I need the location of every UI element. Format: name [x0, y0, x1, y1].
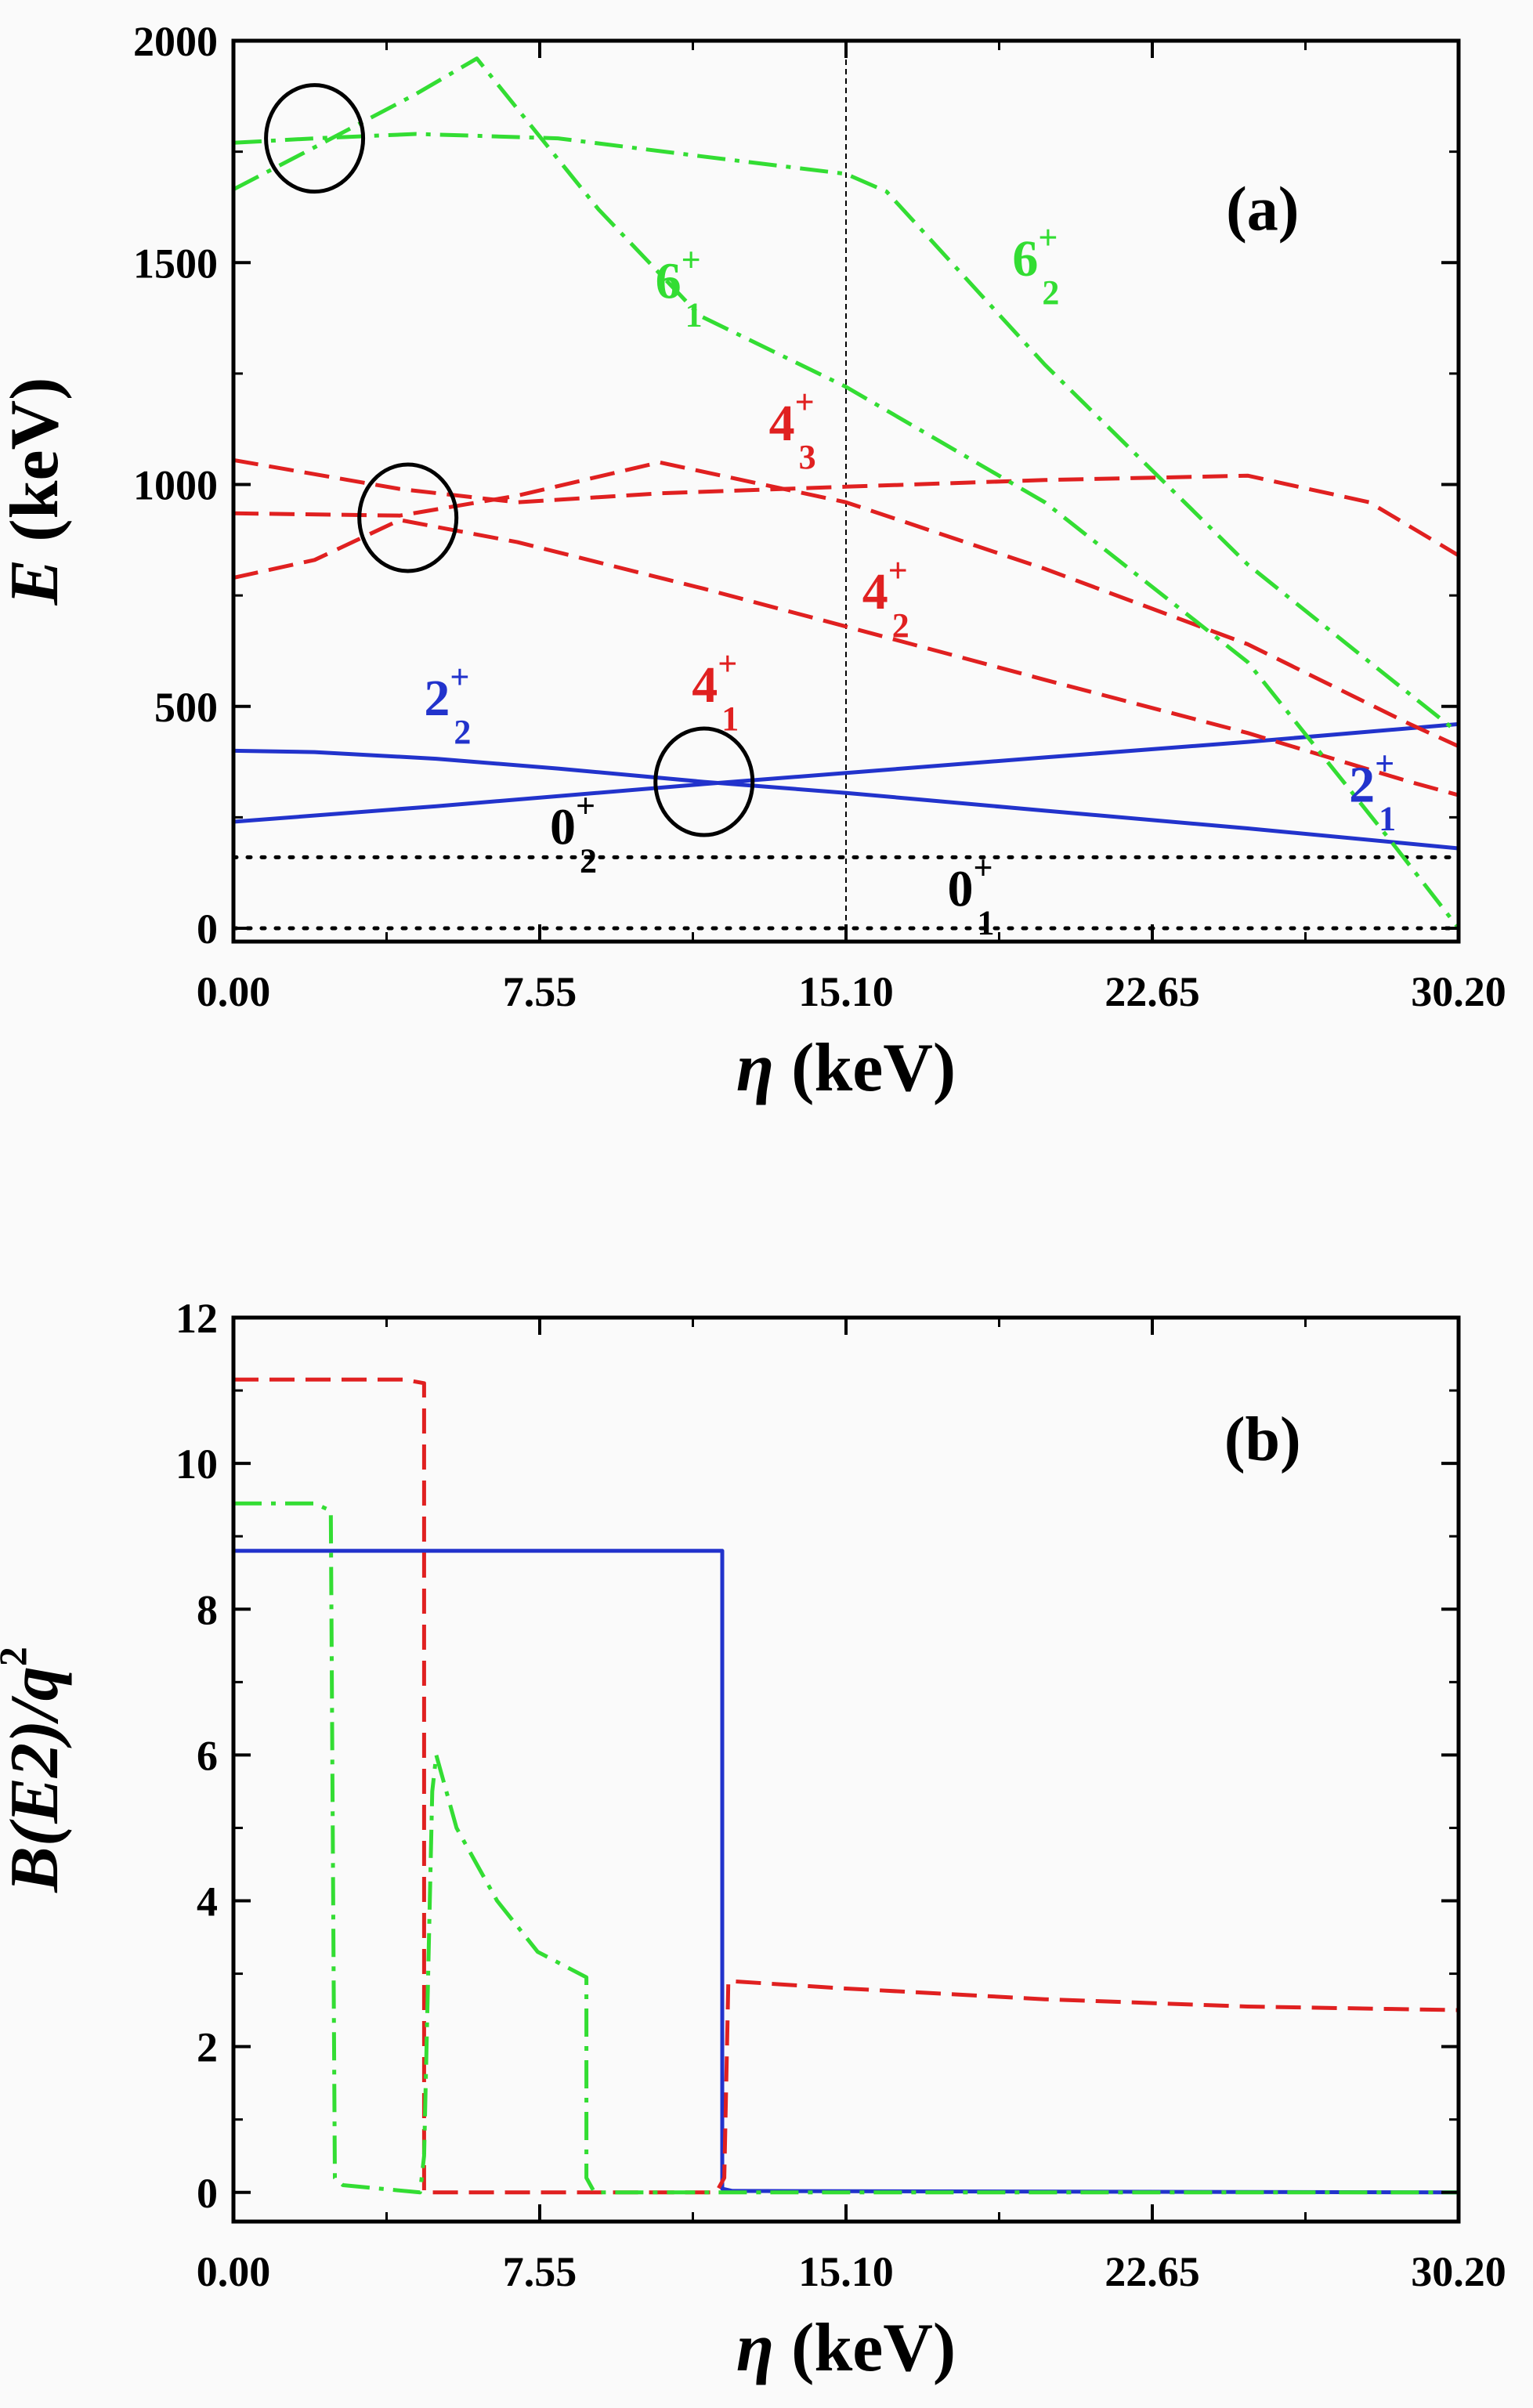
state-label-4-3: 4+ 3: [769, 383, 816, 476]
y-tick-label: 1000: [133, 462, 218, 509]
series-line-blue-solid-3: [233, 721, 1459, 824]
x-tick-label: 30.20: [1411, 968, 1506, 1015]
state-label-4-1: 4+ 1: [692, 645, 739, 738]
y-tick-label: 2000: [133, 18, 218, 65]
state-label-spin: 0: [550, 798, 576, 855]
x-axis-label: η (keV): [736, 2310, 956, 2386]
state-label-2-1: 2+ 1: [1349, 745, 1396, 838]
crossing-circle-2: [653, 726, 755, 837]
x-tick-label: 15.10: [798, 2248, 894, 2295]
y-tick-label: 500: [154, 684, 218, 731]
y-axis-symbol: E: [0, 559, 73, 606]
y-axis-label: E (keV): [0, 378, 73, 606]
crossing-circle-1: [357, 462, 459, 573]
x-axis-symbol: η: [736, 1030, 774, 1106]
x-axis-label: η (keV): [736, 1030, 956, 1106]
x-tick-label: 22.65: [1105, 2248, 1200, 2295]
state-label-spin: 6: [1012, 230, 1038, 287]
state-label-parity: +: [1375, 745, 1394, 783]
state-label-parity: +: [795, 383, 815, 421]
series-line-green-dashdot-8: [233, 132, 1459, 735]
series-line-blue-solid-2: [233, 748, 1459, 851]
y-tick-label: 6: [197, 1732, 218, 1779]
state-label-index: 2: [892, 606, 909, 645]
y-axis-label: B(E2)/q2: [0, 1647, 73, 1893]
state-label-parity: +: [450, 658, 469, 696]
x-tick-label: 30.20: [1411, 2248, 1506, 2295]
plot-area: [233, 1377, 1459, 2195]
state-label-spin: 2: [424, 670, 450, 727]
state-label-6-2: 6+ 2: [1012, 219, 1059, 312]
state-label-parity: +: [888, 551, 908, 590]
plot-area: [233, 41, 1459, 942]
series-line-green-dashdot-7: [233, 56, 1459, 930]
series-line-red-dash-6: [233, 457, 1459, 558]
y-tick-label: 12: [175, 1295, 218, 1342]
y-axis-text: B(E2)/q: [0, 1666, 73, 1893]
state-label-parity: +: [1038, 219, 1058, 257]
state-label-index: 1: [977, 904, 994, 942]
y-tick-label: 0: [197, 906, 218, 953]
series-line-red-dash-5: [233, 460, 1459, 748]
state-label-parity: +: [973, 849, 992, 888]
series-line-red-dash-4: [233, 518, 1459, 797]
state-label-spin: 4: [862, 563, 888, 620]
y-tick-label: 8: [197, 1586, 218, 1633]
state-label-spin: 4: [769, 395, 795, 452]
panel-tag: (b): [1224, 1405, 1301, 1474]
state-label-index: 3: [799, 438, 816, 476]
state-label-0-1: 0+ 1: [947, 849, 994, 942]
y-tick-label: 4: [197, 1878, 218, 1925]
state-label-index: 2: [454, 713, 471, 751]
crossing-circle-0: [264, 83, 366, 194]
y-tick-label: 0: [197, 2170, 218, 2217]
x-tick-label: 7.55: [503, 968, 577, 1015]
state-label-index: 1: [721, 700, 739, 738]
state-label-spin: 0: [947, 861, 973, 918]
state-label-parity: +: [576, 786, 595, 825]
panel-a-energy-spectrum: 0.00 7.55 15.10 22.65 30.20 0 500 1000 1500 2000 η…: [0, 18, 1506, 1106]
state-label-parity: +: [682, 241, 701, 280]
x-tick-label: 15.10: [798, 968, 894, 1015]
x-axis-unit: (keV): [774, 2310, 956, 2386]
y-axis-unit: (keV): [0, 378, 73, 559]
state-label-4-2: 4+ 2: [862, 551, 909, 645]
state-label-6-1: 6+ 1: [656, 241, 703, 334]
state-label-index: 2: [1042, 273, 1059, 312]
y-axis-superscript: 2: [0, 1647, 34, 1666]
state-label-index: 1: [1379, 800, 1396, 838]
series-line-blue-solid-0: [233, 1549, 1459, 2195]
x-tick-label: 0.00: [197, 968, 271, 1015]
state-label-spin: 2: [1349, 757, 1375, 814]
x-axis-symbol: η: [736, 2310, 774, 2386]
y-tick-label: 10: [175, 1441, 218, 1488]
series-line-green-dashdot-2: [233, 1501, 1459, 2195]
state-label-index: 2: [580, 841, 597, 880]
x-tick-label: 7.55: [503, 2248, 577, 2295]
state-label-index: 1: [685, 296, 703, 334]
state-label-spin: 4: [692, 656, 718, 714]
y-tick-label: 2: [197, 2024, 218, 2071]
state-label-spin: 6: [656, 253, 682, 310]
state-label-0-2: 0+ 2: [550, 786, 597, 880]
y-tick-label: 1500: [133, 240, 218, 287]
panel-b-be2-transition: 0.00 7.55 15.10 22.65 30.20 0 2 4 6 8 10 12 η (keV) B…: [0, 1295, 1506, 2386]
x-tick-label: 0.00: [197, 2248, 271, 2295]
state-label-2-2: 2+ 2: [424, 658, 471, 751]
x-tick-label: 22.65: [1105, 968, 1200, 1015]
x-axis-unit: (keV): [774, 1030, 956, 1106]
panel-tag: (a): [1226, 175, 1299, 244]
series-line-red-dash-1: [233, 1377, 1459, 2195]
state-label-parity: +: [718, 645, 737, 683]
